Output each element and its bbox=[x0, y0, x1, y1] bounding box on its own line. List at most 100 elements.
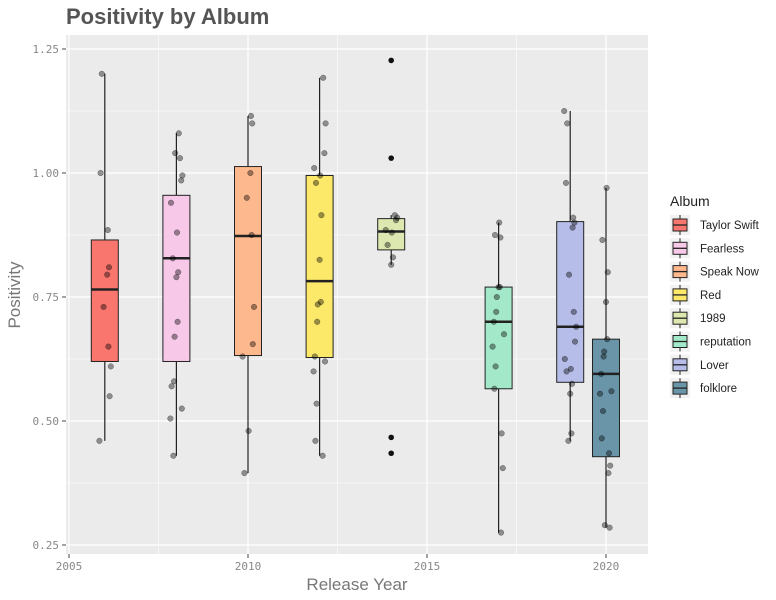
data-point bbox=[562, 179, 570, 186]
x-tick-label: 2015 bbox=[414, 560, 441, 573]
data-point bbox=[175, 130, 182, 137]
data-point bbox=[601, 522, 608, 529]
box-fearless bbox=[162, 133, 191, 456]
data-point bbox=[598, 370, 605, 377]
y-tick-label: 0.50 bbox=[33, 415, 60, 428]
data-point bbox=[312, 437, 319, 444]
data-point bbox=[604, 336, 611, 343]
data-point bbox=[319, 452, 326, 459]
box-red bbox=[305, 77, 334, 456]
data-point bbox=[565, 437, 572, 444]
box-outlier bbox=[388, 450, 395, 457]
chart-title: Positivity by Album bbox=[66, 4, 269, 29]
data-point bbox=[96, 437, 103, 444]
box-reputation bbox=[484, 222, 513, 533]
data-point bbox=[311, 164, 318, 172]
data-point bbox=[245, 427, 252, 434]
data-point bbox=[106, 393, 113, 400]
data-point bbox=[394, 214, 401, 221]
data-point bbox=[392, 217, 400, 224]
data-point bbox=[178, 405, 185, 412]
data-point bbox=[167, 415, 174, 422]
box-iqr bbox=[377, 218, 406, 251]
data-point bbox=[568, 430, 575, 437]
data-point bbox=[389, 254, 397, 261]
data-point bbox=[570, 308, 577, 315]
box-iqr bbox=[234, 166, 262, 357]
data-point bbox=[312, 179, 320, 186]
data-point bbox=[241, 470, 248, 477]
data-point bbox=[491, 385, 498, 392]
data-point bbox=[603, 184, 610, 191]
legend-label: reputation bbox=[700, 337, 751, 349]
y-tick-label: 0.25 bbox=[33, 539, 60, 552]
box-outlier bbox=[388, 155, 395, 161]
data-point bbox=[310, 368, 317, 375]
legend-item-reputation: reputation bbox=[670, 331, 751, 352]
box-lover bbox=[556, 111, 585, 441]
data-point bbox=[105, 264, 113, 271]
data-point bbox=[561, 107, 568, 115]
data-point bbox=[311, 353, 318, 360]
legend-item-1989: 1989 bbox=[670, 308, 726, 329]
x-tick-label: 2005 bbox=[56, 560, 83, 573]
x-tick-label: 2020 bbox=[593, 560, 620, 573]
data-point bbox=[97, 169, 104, 177]
data-point bbox=[608, 388, 615, 395]
data-point bbox=[600, 353, 607, 360]
data-point bbox=[605, 450, 613, 457]
data-point bbox=[320, 74, 327, 81]
data-point bbox=[492, 363, 499, 370]
data-point bbox=[172, 150, 179, 157]
data-point bbox=[248, 231, 255, 239]
data-point bbox=[493, 308, 500, 315]
data-point bbox=[497, 529, 505, 536]
box-iqr bbox=[484, 286, 513, 390]
data-point bbox=[498, 430, 505, 437]
box-iqr bbox=[305, 174, 334, 359]
legend-label: Speak Now bbox=[700, 267, 760, 279]
data-point bbox=[602, 298, 610, 306]
data-point bbox=[173, 229, 181, 236]
data-point bbox=[489, 343, 496, 350]
data-point bbox=[249, 120, 256, 127]
data-point bbox=[568, 380, 576, 387]
legend-item-taylor-swift: Taylor Swift bbox=[670, 215, 760, 235]
data-point bbox=[317, 172, 324, 179]
data-point bbox=[569, 224, 576, 231]
data-point bbox=[104, 226, 111, 234]
data-point bbox=[607, 462, 614, 469]
legend-item-lover: Lover bbox=[670, 354, 729, 375]
data-point bbox=[596, 390, 604, 397]
data-point bbox=[599, 236, 606, 244]
data-point bbox=[179, 172, 186, 179]
legend-label: Lover bbox=[700, 360, 729, 372]
data-point bbox=[567, 390, 574, 397]
data-point bbox=[606, 524, 613, 531]
legend-item-fearless: Fearless bbox=[670, 238, 744, 259]
data-point bbox=[169, 255, 176, 262]
data-point bbox=[563, 368, 570, 375]
y-tick-label: 0.75 bbox=[33, 291, 60, 304]
data-point bbox=[178, 177, 185, 184]
legend-item-folklore: folklore bbox=[670, 378, 737, 399]
data-point bbox=[170, 452, 177, 459]
data-point bbox=[247, 112, 255, 120]
box-outlier bbox=[388, 434, 395, 441]
data-point bbox=[176, 155, 184, 162]
box-iqr bbox=[592, 338, 620, 458]
box-speak-now bbox=[234, 115, 262, 474]
data-point bbox=[496, 284, 503, 291]
legend-label: Taylor Swift bbox=[700, 220, 760, 232]
y-axis-ticks: 0.25 0.50 0.75 1.00 1.25 bbox=[33, 43, 66, 552]
data-point bbox=[314, 318, 321, 325]
data-point bbox=[384, 241, 391, 248]
legend-label: Fearless bbox=[700, 243, 744, 255]
y-tick-label: 1.00 bbox=[33, 167, 60, 180]
data-point bbox=[98, 70, 105, 77]
data-point bbox=[605, 470, 612, 477]
data-point bbox=[564, 120, 571, 127]
y-axis-label: Positivity bbox=[5, 261, 24, 329]
data-point bbox=[321, 358, 329, 365]
